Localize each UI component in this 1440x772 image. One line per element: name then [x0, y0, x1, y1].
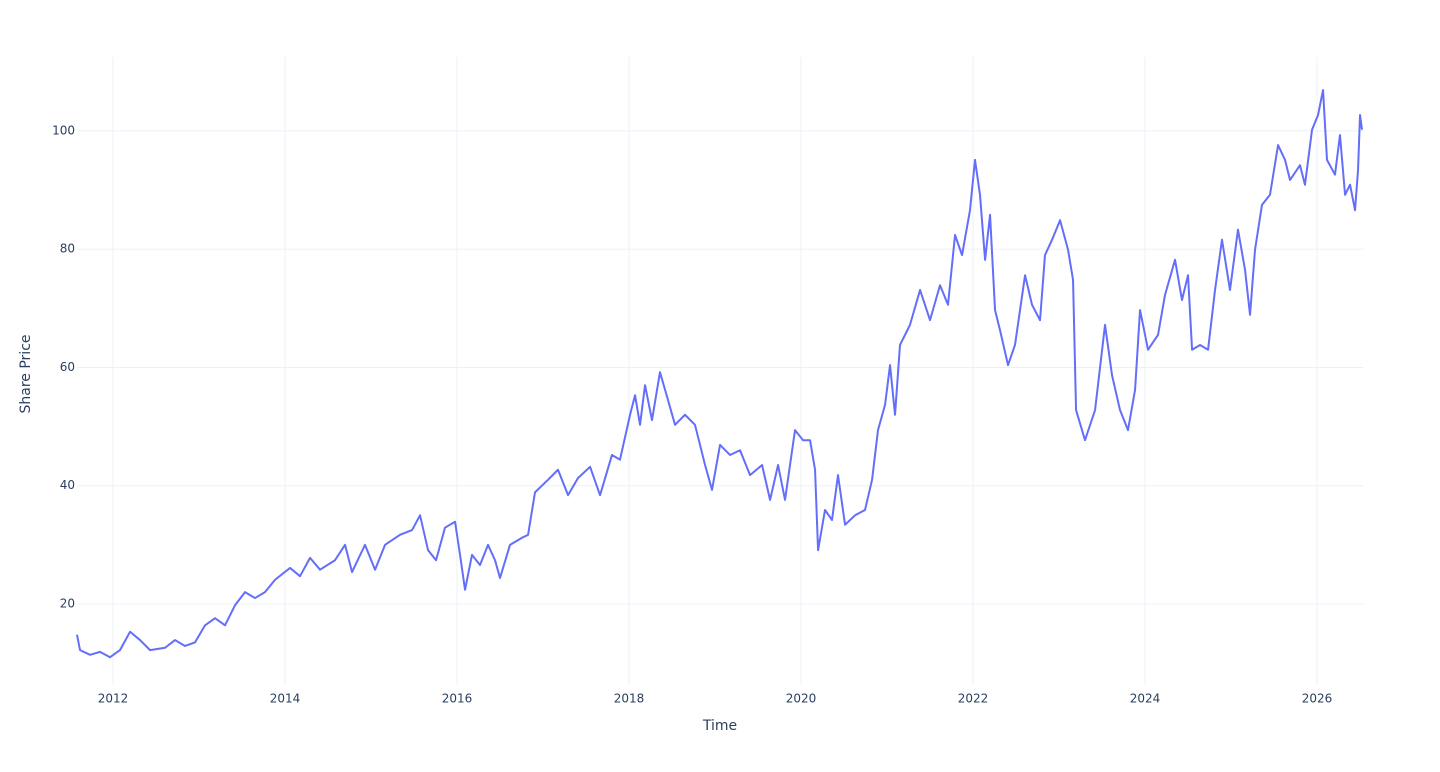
y-tick-label: 60	[60, 360, 75, 374]
y-tick-label: 100	[52, 123, 75, 137]
x-tick-label: 2020	[786, 692, 817, 706]
x-tick-label: 2024	[1130, 692, 1161, 706]
x-tick-label: 2022	[958, 692, 989, 706]
x-tick-label: 2016	[442, 692, 473, 706]
y-tick-label: 40	[60, 478, 75, 492]
x-tick-label: 2012	[98, 692, 129, 706]
x-tick-label: 2026	[1302, 692, 1333, 706]
x-tick-label: 2014	[270, 692, 301, 706]
x-tick-label: 2018	[614, 692, 645, 706]
y-tick-label: 80	[60, 242, 75, 256]
y-tick-label: 20	[60, 596, 75, 610]
price-line	[76, 89, 1363, 659]
y-axis-title: Share Price	[18, 334, 34, 413]
x-axis-title: Time	[702, 718, 737, 734]
